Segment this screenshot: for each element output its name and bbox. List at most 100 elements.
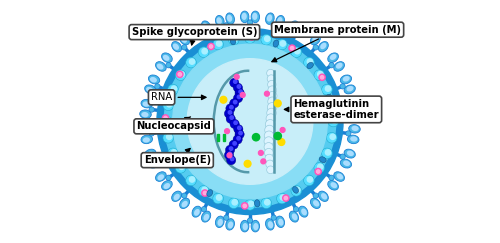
- Circle shape: [346, 131, 351, 136]
- Circle shape: [213, 39, 224, 50]
- Circle shape: [228, 111, 232, 114]
- Circle shape: [172, 150, 176, 155]
- Circle shape: [233, 135, 242, 144]
- Ellipse shape: [290, 211, 298, 222]
- Circle shape: [266, 69, 274, 77]
- Circle shape: [226, 156, 236, 165]
- Ellipse shape: [216, 216, 224, 227]
- Ellipse shape: [192, 206, 202, 217]
- Circle shape: [266, 160, 274, 168]
- Circle shape: [168, 148, 178, 159]
- Circle shape: [198, 47, 209, 58]
- Circle shape: [319, 74, 325, 80]
- Circle shape: [261, 159, 266, 164]
- Ellipse shape: [267, 14, 272, 22]
- Circle shape: [164, 116, 167, 120]
- Circle shape: [280, 41, 285, 46]
- Ellipse shape: [180, 35, 190, 45]
- Circle shape: [268, 80, 276, 89]
- Circle shape: [238, 126, 241, 130]
- Circle shape: [234, 125, 243, 134]
- Circle shape: [326, 100, 337, 111]
- Circle shape: [198, 185, 209, 196]
- Ellipse shape: [352, 111, 358, 116]
- Ellipse shape: [298, 206, 308, 217]
- Circle shape: [227, 153, 232, 158]
- Circle shape: [264, 200, 270, 205]
- Ellipse shape: [343, 160, 350, 166]
- Circle shape: [240, 93, 245, 97]
- Ellipse shape: [156, 172, 166, 181]
- Ellipse shape: [216, 16, 224, 27]
- Ellipse shape: [344, 85, 356, 94]
- Circle shape: [182, 193, 187, 198]
- Circle shape: [173, 159, 180, 166]
- Circle shape: [234, 83, 242, 92]
- Ellipse shape: [163, 55, 170, 61]
- Ellipse shape: [240, 11, 249, 23]
- Circle shape: [250, 35, 254, 39]
- Ellipse shape: [348, 125, 360, 133]
- Ellipse shape: [172, 191, 181, 201]
- Circle shape: [248, 34, 255, 40]
- Text: Spike glycoprotein (S): Spike glycoprotein (S): [132, 27, 257, 45]
- Ellipse shape: [330, 54, 336, 60]
- Circle shape: [261, 35, 272, 45]
- Circle shape: [187, 59, 313, 184]
- Circle shape: [157, 28, 343, 215]
- Circle shape: [190, 177, 194, 182]
- Ellipse shape: [142, 137, 150, 143]
- Circle shape: [239, 131, 242, 135]
- Circle shape: [244, 200, 256, 210]
- Circle shape: [230, 147, 232, 150]
- Circle shape: [166, 62, 171, 68]
- Ellipse shape: [226, 13, 234, 24]
- Ellipse shape: [226, 219, 234, 230]
- Ellipse shape: [194, 209, 200, 216]
- Ellipse shape: [252, 13, 258, 20]
- Circle shape: [318, 72, 323, 77]
- Ellipse shape: [276, 216, 284, 227]
- Ellipse shape: [336, 63, 342, 69]
- Circle shape: [230, 116, 234, 119]
- Circle shape: [162, 116, 172, 127]
- Ellipse shape: [242, 13, 247, 20]
- Circle shape: [224, 23, 229, 28]
- Circle shape: [346, 107, 351, 112]
- Circle shape: [252, 134, 260, 141]
- Ellipse shape: [342, 76, 349, 82]
- Ellipse shape: [144, 85, 156, 94]
- Ellipse shape: [157, 64, 164, 69]
- Circle shape: [294, 49, 300, 54]
- Circle shape: [208, 43, 214, 50]
- Circle shape: [266, 114, 276, 123]
- Ellipse shape: [334, 62, 344, 71]
- Circle shape: [230, 119, 239, 129]
- Ellipse shape: [310, 198, 320, 208]
- Ellipse shape: [251, 11, 260, 23]
- Ellipse shape: [348, 110, 360, 118]
- Ellipse shape: [141, 99, 152, 108]
- Ellipse shape: [144, 149, 156, 158]
- Circle shape: [294, 207, 298, 212]
- Circle shape: [172, 44, 328, 199]
- Bar: [218, 134, 219, 141]
- Ellipse shape: [346, 86, 354, 92]
- Circle shape: [316, 170, 320, 173]
- Ellipse shape: [268, 221, 273, 228]
- Circle shape: [149, 131, 154, 136]
- Ellipse shape: [298, 26, 308, 37]
- Circle shape: [266, 166, 274, 174]
- Circle shape: [280, 195, 285, 200]
- Circle shape: [186, 57, 196, 68]
- Ellipse shape: [350, 136, 358, 142]
- Circle shape: [228, 35, 239, 45]
- Ellipse shape: [230, 38, 235, 45]
- Circle shape: [314, 163, 324, 173]
- Circle shape: [278, 139, 285, 145]
- Ellipse shape: [301, 208, 307, 215]
- Circle shape: [291, 47, 302, 58]
- Circle shape: [230, 78, 239, 87]
- Circle shape: [328, 116, 338, 127]
- Ellipse shape: [192, 26, 202, 37]
